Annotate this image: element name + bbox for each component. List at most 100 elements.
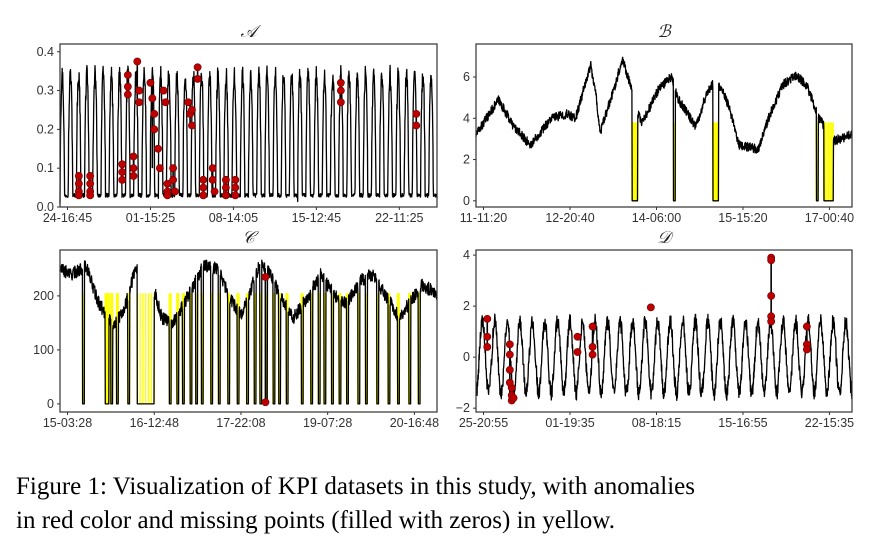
x-tick-label: 08-18:15 xyxy=(632,416,681,430)
anomaly-point xyxy=(199,175,208,184)
x-tick-label: 15-12:45 xyxy=(292,211,341,225)
plot-frame xyxy=(59,43,438,208)
anomaly-point xyxy=(802,345,811,354)
anomaly-point xyxy=(156,164,164,173)
y-tick-label: 100 xyxy=(33,343,54,357)
anomaly-point xyxy=(261,273,270,281)
y-tick-label: 0 xyxy=(463,194,470,208)
x-tick-label: 14-06:00 xyxy=(632,211,681,225)
anomaly-point xyxy=(483,332,492,341)
panel-title: 𝒟 xyxy=(657,228,674,248)
x-tick-label: 22-11:25 xyxy=(375,211,423,225)
anomaly-point xyxy=(231,175,240,184)
anomaly-point xyxy=(208,164,217,173)
anomaly-point xyxy=(261,398,270,407)
anomaly-point xyxy=(505,378,514,387)
anomaly-point xyxy=(118,168,127,176)
y-tick-label: 0.4 xyxy=(37,45,54,59)
anomaly-point xyxy=(336,98,345,107)
kpi-series-line xyxy=(59,259,438,405)
anomaly-point xyxy=(171,187,179,196)
anomaly-point xyxy=(199,183,208,192)
x-tick-label: 20-16:48 xyxy=(390,416,439,430)
y-tick-label: 4 xyxy=(463,111,470,125)
anomaly-point xyxy=(86,191,95,200)
plot-frame xyxy=(475,43,853,208)
anomaly-point xyxy=(123,90,132,99)
anomaly-point xyxy=(148,94,157,103)
anomaly-point xyxy=(483,314,492,323)
x-tick-label: 08-14:05 xyxy=(209,211,258,225)
anomaly-point xyxy=(505,340,514,349)
anomaly-point xyxy=(74,172,83,180)
anomaly-point xyxy=(573,348,582,356)
x-tick-label: 15-16:55 xyxy=(718,416,767,430)
x-tick-label: 17-22:08 xyxy=(216,416,265,430)
anomaly-point xyxy=(573,332,582,341)
caption-line-2: in red color and missing points (filled … xyxy=(16,507,615,534)
x-tick-label: 01-15:25 xyxy=(126,211,175,225)
anomaly-point xyxy=(74,191,83,200)
plot-frame xyxy=(475,249,853,413)
anomaly-point xyxy=(129,152,138,161)
anomalies xyxy=(261,273,270,407)
x-tick-label: 01-19:35 xyxy=(545,416,594,430)
anomaly-point xyxy=(199,191,208,200)
anomaly-point xyxy=(336,86,345,95)
x-tick-label: 22-15:35 xyxy=(805,416,854,430)
y-tick-label: 0.3 xyxy=(37,84,54,98)
anomaly-point xyxy=(208,175,217,184)
x-tick-label: 24-16:45 xyxy=(43,211,92,225)
anomaly-point xyxy=(123,71,132,79)
kpi-series-line xyxy=(475,56,853,202)
anomaly-point xyxy=(150,125,159,134)
caption-line-1: Figure 1: Visualization of KPI datasets … xyxy=(16,473,695,500)
anomaly-point xyxy=(588,322,597,331)
anomaly-point xyxy=(184,98,193,107)
anomaly-point xyxy=(336,78,345,87)
panel-title: 𝒜 xyxy=(240,22,261,42)
x-tick-label: 17-00:40 xyxy=(805,211,854,225)
x-tick-label: 11-11:20 xyxy=(460,211,508,225)
y-tick-label: 200 xyxy=(33,289,54,303)
anomaly-point xyxy=(133,57,142,66)
kpi-series-line xyxy=(59,64,438,204)
anomaly-point xyxy=(221,191,230,200)
anomaly-point xyxy=(505,350,514,359)
anomaly-point xyxy=(210,187,219,196)
kpi-series-line xyxy=(475,313,853,401)
anomaly-point xyxy=(802,322,811,331)
y-tick-label: 2 xyxy=(463,153,470,167)
anomaly-point xyxy=(412,121,421,130)
anomaly-point xyxy=(159,86,168,95)
anomaly-point xyxy=(150,109,159,118)
plot-frame xyxy=(59,249,438,413)
anomaly-point xyxy=(146,78,155,87)
anomaly-point xyxy=(161,98,170,107)
y-tick-label: 2 xyxy=(463,299,470,313)
y-tick-label: 0.0 xyxy=(37,200,54,214)
anomaly-point xyxy=(193,63,202,72)
missing-points xyxy=(631,122,834,201)
anomaly-point xyxy=(135,98,144,107)
anomaly-point xyxy=(135,86,144,95)
panel-title: ℬ xyxy=(657,22,672,42)
anomaly-point xyxy=(231,183,240,192)
y-tick-label: 6 xyxy=(463,70,470,84)
anomaly-point xyxy=(767,292,776,300)
anomaly-point xyxy=(86,179,95,188)
x-tick-label: 15-15:20 xyxy=(718,211,767,225)
anomalies xyxy=(74,57,421,200)
panel-a: 𝒜 0.0 0.1 0.2 0.3 0.4 24-16:45 01-15:25 08-14:05… xyxy=(37,22,438,225)
y-tick-label: −2 xyxy=(456,401,470,415)
panel-b: ℬ 0 2 4 6 11-11:20 12-20:40 14-06:00 15-15:20 17-… xyxy=(460,22,854,225)
figure-caption: Figure 1: Visualization of KPI datasets … xyxy=(16,470,876,538)
panel-title: 𝒞 xyxy=(242,228,259,248)
anomaly-point xyxy=(588,350,597,359)
anomaly-point xyxy=(483,343,492,351)
x-tick-label: 19-07:28 xyxy=(303,416,352,430)
anomaly-point xyxy=(86,172,95,180)
anomaly-point xyxy=(221,183,230,192)
anomaly-point xyxy=(169,164,177,173)
anomalies xyxy=(483,253,811,405)
